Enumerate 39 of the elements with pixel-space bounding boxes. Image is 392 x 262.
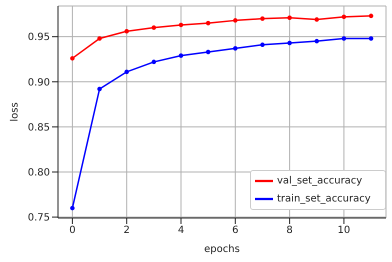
point xyxy=(124,70,129,74)
legend-label: val_set_accuracy xyxy=(277,176,362,187)
y-tick-label: 0.95 xyxy=(28,32,50,44)
point xyxy=(342,36,346,41)
x-tick-label: 0 xyxy=(69,225,76,236)
x-tick-label: 2 xyxy=(124,225,130,236)
point xyxy=(314,17,320,22)
y-tick-label: 0.85 xyxy=(28,122,50,134)
point xyxy=(178,53,184,58)
point xyxy=(314,38,320,44)
y-tick-label: 0.90 xyxy=(28,77,50,88)
point xyxy=(342,14,346,20)
point xyxy=(124,29,129,34)
legend-label: train_set_accuracy xyxy=(277,194,371,205)
x-tick-label: 10 xyxy=(338,225,350,236)
y-tick-label: 0.75 xyxy=(28,212,50,224)
point xyxy=(368,36,374,41)
y-axis-title: loss xyxy=(10,102,21,122)
point xyxy=(260,42,265,48)
point xyxy=(287,40,292,46)
point xyxy=(97,36,102,41)
point xyxy=(260,16,265,21)
x-axis-title: epochs xyxy=(204,244,240,255)
point xyxy=(233,46,238,51)
point xyxy=(152,60,156,64)
point xyxy=(70,56,75,61)
point xyxy=(70,206,75,210)
x-tick-label: 6 xyxy=(232,225,238,236)
point xyxy=(206,20,210,26)
x-tick-label: 4 xyxy=(178,225,184,236)
point xyxy=(152,25,156,30)
point xyxy=(368,14,374,18)
y-tick-label: 0.80 xyxy=(28,168,50,179)
point xyxy=(206,50,210,54)
point xyxy=(97,86,102,92)
x-tick-label: 8 xyxy=(286,225,293,236)
point xyxy=(287,15,292,20)
point xyxy=(178,22,184,28)
point xyxy=(233,18,238,23)
